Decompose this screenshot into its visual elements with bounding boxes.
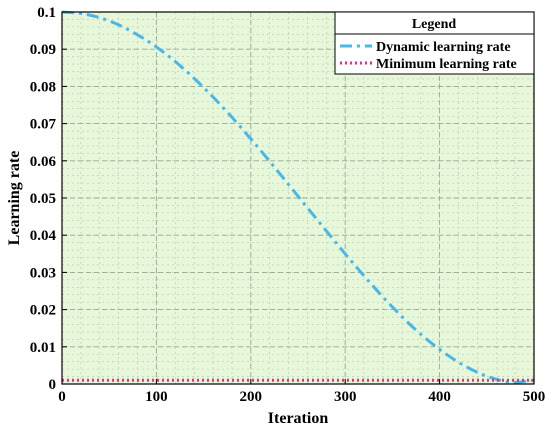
- grid-lines: [61, 11, 535, 385]
- legend-entry-minimum: Minimum learning rate: [376, 57, 517, 72]
- y-tick-label: 0: [49, 377, 57, 393]
- y-tick-label: 0.04: [30, 228, 57, 244]
- x-tick-label: 200: [240, 389, 263, 405]
- series-line-dynamic-learning-rate: [61, 10, 535, 384]
- y-tick-label: 0.08: [30, 79, 56, 95]
- x-tick-label: 500: [523, 389, 546, 405]
- y-tick-label: 0.02: [30, 303, 56, 319]
- series-layer: [61, 10, 535, 384]
- legend-box: [334, 11, 535, 75]
- y-tick-label: 0.03: [30, 265, 56, 281]
- y-tick-label: 0.1: [37, 5, 56, 21]
- legend-title: Legend: [412, 17, 457, 32]
- y-tick-label: 0.07: [30, 117, 57, 133]
- legend: Legend Dynamic learning rate Minimum lea…: [334, 11, 535, 75]
- axis-ticks: 0 100 200 300 400 500 0 0.01 0.02 0.03 0.04 0.05 0.0…: [30, 5, 546, 405]
- x-tick-label: 100: [145, 389, 168, 405]
- x-tick-label: 400: [428, 389, 451, 405]
- legend-entry-dynamic: Dynamic learning rate: [376, 40, 511, 55]
- y-tick-label: 0.05: [30, 191, 56, 207]
- x-tick-label: 300: [334, 389, 357, 405]
- y-tick-label: 0.01: [30, 340, 56, 356]
- y-axis-label: Learning rate: [6, 151, 23, 246]
- y-tick-label: 0.06: [30, 154, 57, 170]
- y-tick-label: 0.09: [30, 42, 56, 58]
- x-tick-label: 0: [58, 389, 66, 405]
- x-axis-label: Iteration: [268, 410, 329, 427]
